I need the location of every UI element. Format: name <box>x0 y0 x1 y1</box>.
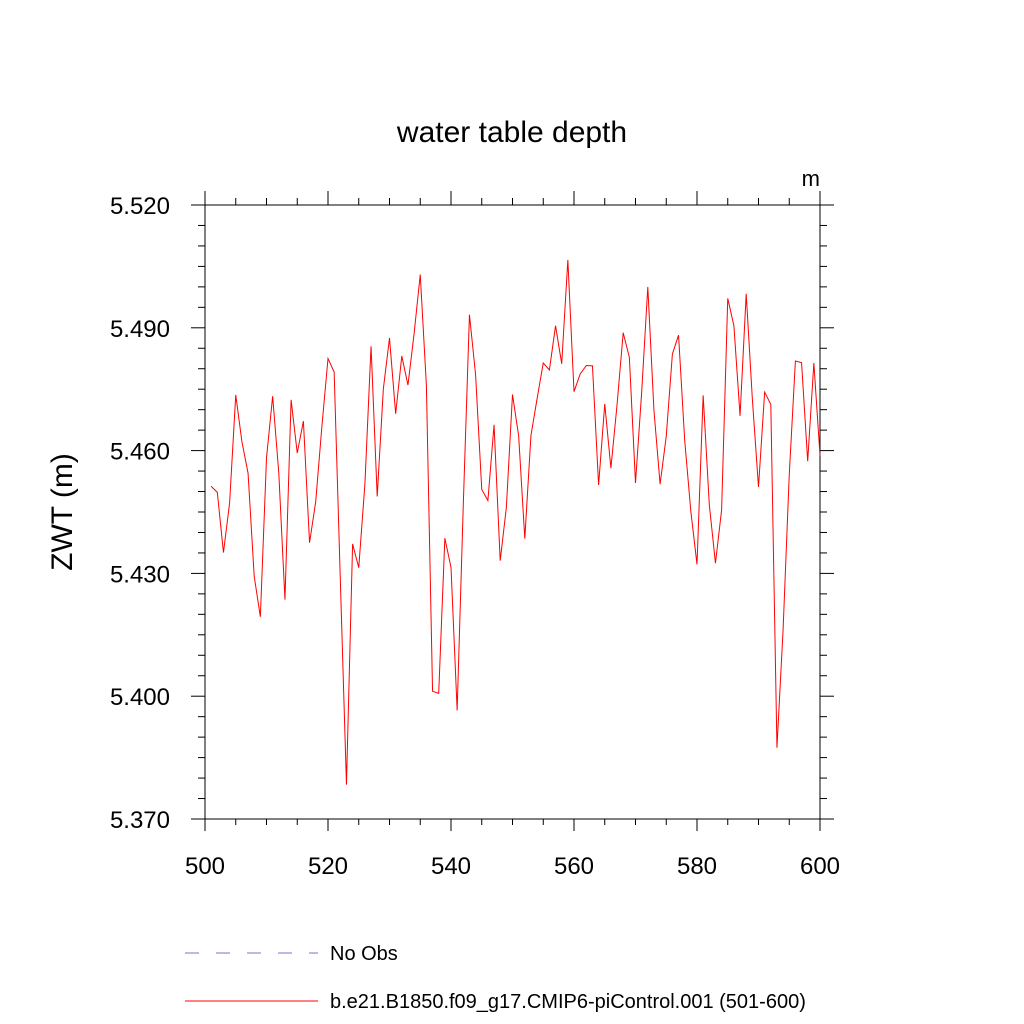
legend-label-picontrol: b.e21.B1850.f09_g17.CMIP6-piControl.001 … <box>330 991 806 1013</box>
x-tick-label: 560 <box>554 853 594 880</box>
y-tick-label: 5.400 <box>110 684 170 711</box>
series-group <box>210 259 821 785</box>
axis-ticks <box>191 191 834 831</box>
chart-title: water table depth <box>396 116 627 149</box>
plot-frame <box>204 204 821 820</box>
axis-tick-labels: 500 520 540 560 580 600 5.370 5.400 5.430 5.460 5.… <box>110 193 840 880</box>
series-line-picontrol <box>210 259 821 785</box>
x-tick-label: 520 <box>308 853 348 880</box>
x-tick-label: 540 <box>431 853 471 880</box>
y-tick-label: 5.490 <box>110 316 170 343</box>
units-label: m <box>802 166 820 191</box>
legend: No Obs b.e21.B1850.f09_g17.CMIP6-piContr… <box>185 943 806 1013</box>
x-tick-label: 500 <box>185 853 225 880</box>
x-tick-label: 600 <box>800 853 840 880</box>
legend-label-no-obs: No Obs <box>330 943 398 965</box>
x-tick-label: 580 <box>677 853 717 880</box>
y-tick-label: 5.460 <box>110 439 170 466</box>
y-tick-label: 5.370 <box>110 807 170 834</box>
y-axis-label: ZWT (m) <box>46 453 79 571</box>
y-tick-label: 5.520 <box>110 193 170 220</box>
y-tick-label: 5.430 <box>110 561 170 588</box>
